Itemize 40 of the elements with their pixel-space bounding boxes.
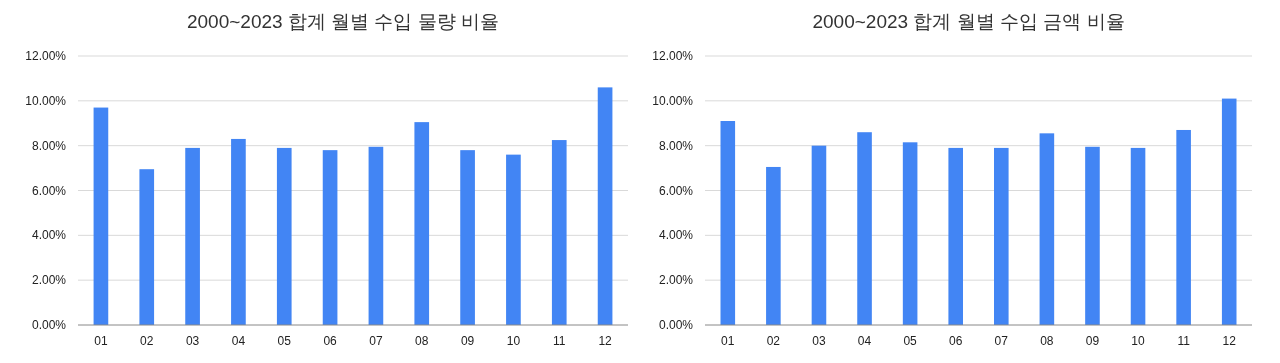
y-tick-label: 8.00% (31, 138, 67, 153)
y-tick-label: 4.00% (31, 228, 67, 243)
x-tick-label: 06 (949, 334, 963, 348)
x-tick-label: 03 (812, 334, 826, 348)
x-tick-label: 03 (185, 334, 200, 348)
chart-title: 2000~2023 합계 월별 수입 금액 비율 (812, 11, 1125, 32)
y-tick-label: 0.00% (31, 318, 67, 332)
x-tick-label: 02 (766, 334, 781, 348)
x-tick-label: 07 (369, 334, 383, 348)
x-tick-label: 04 (857, 334, 872, 348)
x-tick-label: 02 (140, 334, 154, 348)
y-tick-label: 2.00% (658, 273, 694, 288)
x-tick-label: 12 (1222, 334, 1237, 348)
x-tick-label: 09 (460, 334, 475, 348)
x-tick-label: 05 (903, 334, 918, 348)
y-tick-label: 8.00% (658, 138, 694, 153)
y-tick-label: 2.00% (31, 273, 67, 288)
x-tick-label: 09 (1085, 334, 1100, 348)
x-tick-label: 01 (721, 334, 735, 348)
x-tick-label: 08 (1040, 334, 1054, 348)
y-tick-label: 0.00% (658, 318, 694, 332)
x-tick-label: 11 (1177, 334, 1191, 348)
y-tick-label: 10.00% (25, 93, 67, 108)
x-tick-label: 06 (323, 334, 338, 348)
y-tick-label: 12.00% (652, 49, 694, 63)
x-tick-label: 05 (277, 334, 292, 348)
x-tick-label: 08 (415, 334, 429, 348)
y-tick-label: 10.00% (652, 93, 694, 108)
x-tick-label: 01 (94, 334, 108, 348)
x-tick-label: 11 (553, 334, 566, 348)
y-tick-label: 4.00% (658, 228, 694, 243)
x-tick-label: 12 (598, 334, 613, 348)
y-tick-label: 12.00% (25, 49, 67, 63)
y-tick-label: 6.00% (31, 183, 67, 198)
x-tick-label: 04 (231, 334, 246, 348)
chart-title: 2000~2023 합계 월별 수입 물량 비율 (186, 11, 500, 32)
x-tick-label: 10 (506, 334, 521, 348)
x-tick-label: 10 (1131, 334, 1146, 348)
y-tick-label: 6.00% (658, 183, 694, 198)
x-tick-label: 07 (994, 334, 1009, 348)
